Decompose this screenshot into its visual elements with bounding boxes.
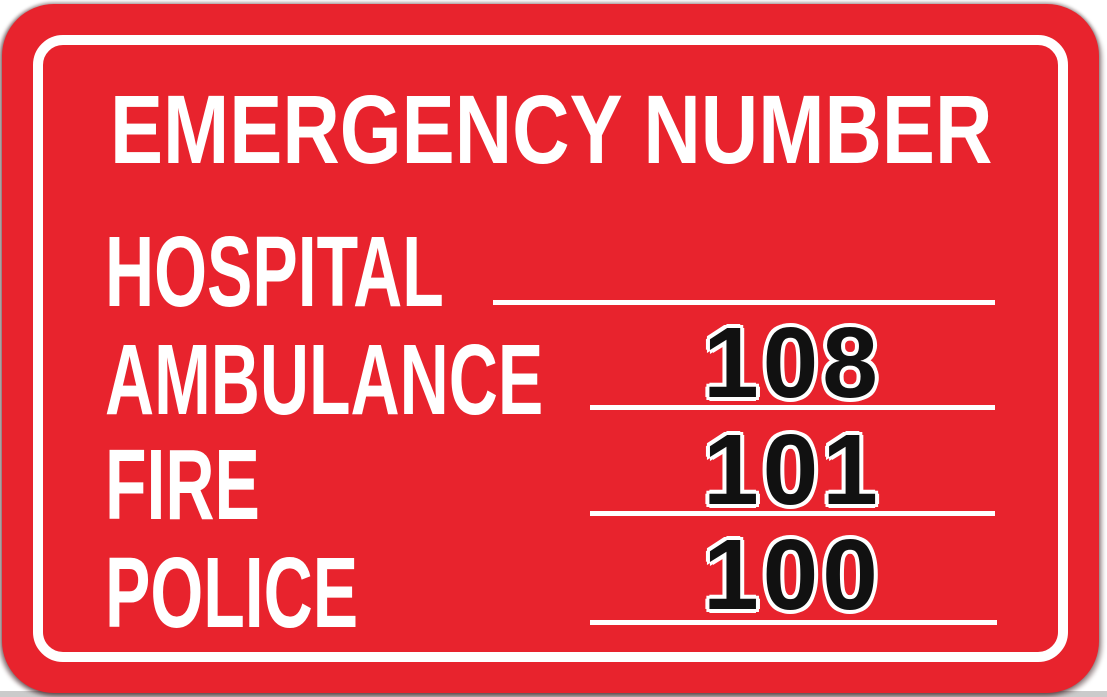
row-label-fire-text: FIRE [105,429,260,541]
inner-border-frame [33,35,1068,662]
ambulance-underline [590,405,995,410]
row-label-fire: FIRE [105,435,333,535]
row-label-police: POLICE [105,543,477,643]
sign-title-text: EMERGENCY NUMBER [110,75,993,184]
fire-number: 101 [703,414,882,526]
emergency-number-sign: EMERGENCY NUMBER HOSPITAL 108 AMBULANCE … [2,4,1099,693]
police-number: 100 [703,519,882,631]
fire-underline [590,511,995,516]
ambulance-number: 108 [703,307,882,419]
photo-edge-strip [0,691,1107,697]
row-label-hospital: HOSPITAL [105,222,603,322]
row-label-police-text: POLICE [105,537,359,649]
sign-title: EMERGENCY NUMBER [110,81,1107,178]
row-label-hospital-text: HOSPITAL [105,216,444,328]
row-label-ambulance: AMBULANCE [105,330,749,430]
row-label-ambulance-text: AMBULANCE [105,324,544,436]
police-underline [590,620,997,625]
hospital-underline [493,300,995,305]
